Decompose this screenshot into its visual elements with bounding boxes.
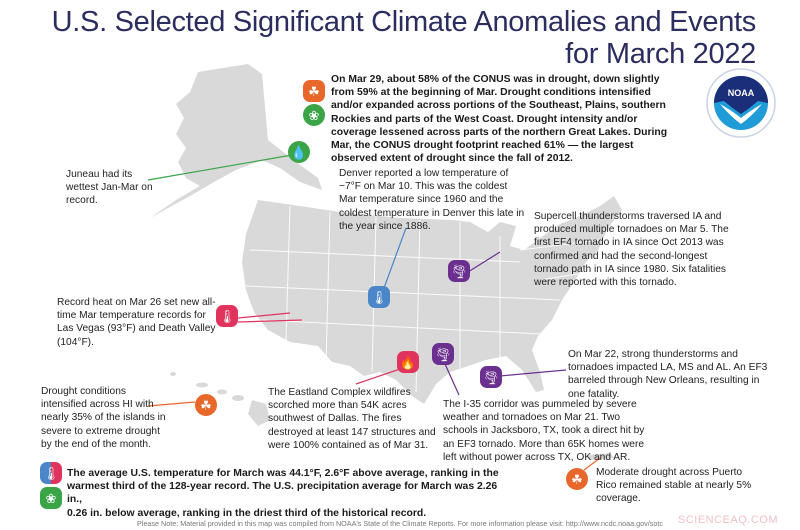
alaska-shape	[150, 64, 322, 218]
hawaii-drought-note: Drought conditions intensified across HI…	[41, 386, 166, 450]
footer-note: Please Note: Material provided in this m…	[137, 519, 663, 528]
precipitation-icon: ❀	[40, 487, 62, 509]
puerto-rico-drought-icon: ☘	[566, 468, 588, 490]
wet-raindrops-icon: 💧	[288, 141, 310, 163]
iowa-tornado-note: Supercell thunderstorms traversed IA and…	[534, 211, 729, 289]
national-summary-note: The average U.S. temperature for March w…	[67, 468, 499, 519]
tornado-iowa-icon: 🌪	[448, 260, 470, 282]
drought-icon: ☘	[303, 80, 325, 102]
juneau-note: Juneau had its wettest Jan-Mar on record…	[66, 169, 153, 207]
tornado-i35-icon: 🌪	[432, 343, 454, 365]
denver-note: Denver reported a low temperature of −7°…	[339, 168, 525, 232]
cold-thermometer-icon: 🌡	[368, 286, 390, 308]
conus-shape	[242, 196, 622, 404]
title-line-1: U.S. Selected Significant Climate Anomal…	[51, 6, 757, 38]
map-title: U.S. Selected Significant Climate Anomal…	[51, 6, 757, 70]
conus-drought-note: On Mar 29, about 58% of the CONUS was in…	[331, 74, 668, 165]
wildfire-icon: 🔥	[397, 351, 419, 373]
temperature-icon: 🌡	[40, 462, 62, 484]
hawaii-drought-icon: ☘	[195, 394, 217, 416]
wildfire-note: The Eastland Complex wildfires scorched …	[268, 387, 436, 451]
i35-tornado-note: The I-35 corridor was pummeled by severe…	[443, 399, 645, 463]
new-orleans-tornado-note: On Mar 22, strong thunderstorms and torn…	[568, 349, 768, 400]
title-line-2: for March 2022	[565, 38, 756, 70]
puerto-rico-note: Moderate drought across Puerto Rico rema…	[596, 467, 752, 505]
tornado-new-orleans-icon: 🌪	[480, 366, 502, 388]
noaa-logo: NOAA	[706, 68, 776, 138]
svg-text:NOAA: NOAA	[728, 88, 755, 98]
drought-improvement-icon: ❀	[303, 104, 325, 126]
record-heat-note: Record heat on Mar 26 set new all-time M…	[57, 297, 216, 348]
puerto-rico-shape	[588, 453, 614, 460]
watermark: SCIENCEAQ.COM	[677, 514, 778, 526]
heat-thermometer-icon: 🌡	[216, 305, 238, 327]
hawaii-shape	[170, 372, 270, 426]
